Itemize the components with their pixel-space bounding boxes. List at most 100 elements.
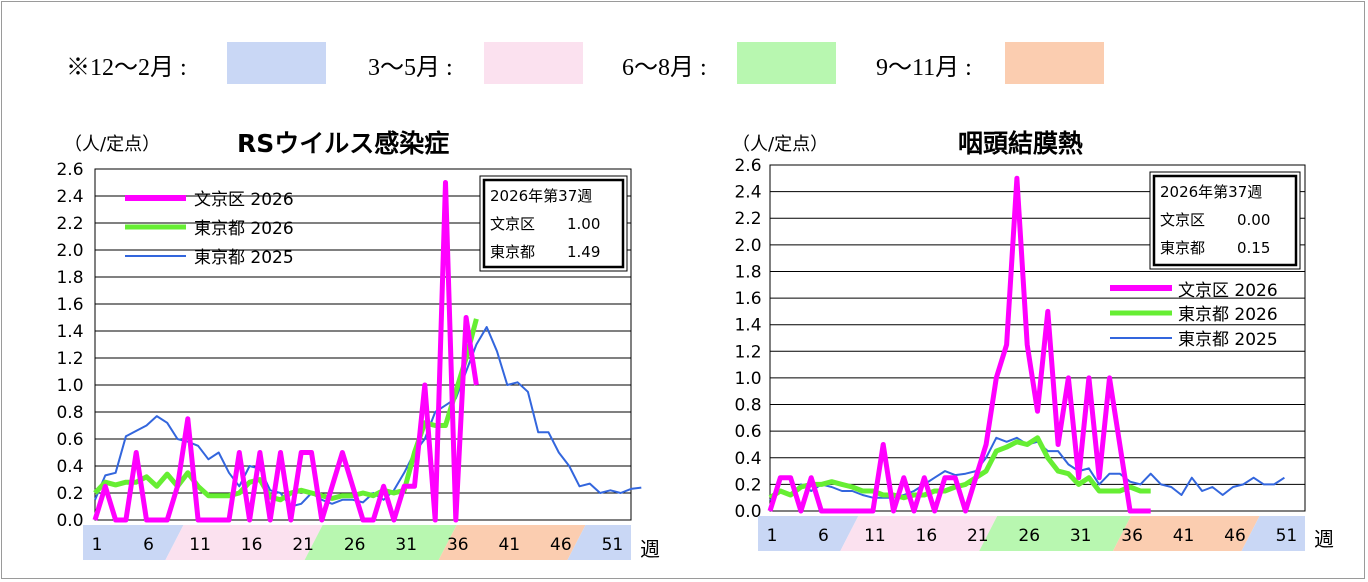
chart-pcf-legend-bunkyo-2026: 文京区 2026: [1178, 281, 1278, 301]
chart-pcf-legend-tokyo-2026: 東京都 2026: [1178, 305, 1278, 325]
chart-pharyngoconjunctival-fever: （人/定点） 咽頭結膜熱 週 0.0 0.2 0.4 0.6 0.8 1.0 1.2 1.4 1…: [732, 129, 1334, 551]
chart-pcf-x-tick: 6: [818, 526, 829, 546]
season-swatch-winter: [227, 42, 326, 84]
chart-pcf-y-tick: 0.2: [734, 475, 761, 495]
chart-rs-x-tick: 26: [344, 535, 366, 555]
season-swatch-spring: [484, 42, 583, 84]
season-label-autumn: 9～11月 :: [876, 55, 972, 81]
chart-rs-x-tick: 16: [241, 535, 263, 555]
season-swatch-summer: [737, 42, 836, 84]
chart-rs-y-tick: 1.0: [56, 376, 83, 396]
chart-rs-info-box: 2026年第37週 文京区 1.00 東京都 1.49: [479, 175, 628, 272]
chart-rs-y-tick: 1.2: [56, 349, 83, 369]
chart-pcf-y-tick: 1.6: [734, 289, 761, 309]
chart-rs-legend: 文京区 2026 東京都 2026 東京都 2025: [125, 190, 294, 268]
chart-pcf-info-box-frame: [1149, 171, 1301, 270]
chart-pcf-y-tick: 2.2: [734, 209, 761, 229]
chart-rs-x-tick: 11: [189, 535, 211, 555]
chart-rs-x-tick: 46: [550, 535, 572, 555]
chart-pcf-series-line-0: [767, 175, 1151, 514]
chart-rs-x-tick: 31: [395, 535, 417, 555]
chart-rs-virus: （人/定点） RSウイルス感染症 週 0.0 0.2 0.4 0.6 0.8 1.0 1.2…: [56, 129, 660, 561]
chart-rs-season-band-segment: [83, 525, 184, 560]
chart-pcf-info-tokyo-label: 東京都: [1160, 239, 1205, 257]
chart-pcf-x-tick: 36: [1121, 526, 1143, 546]
chart-rs-y-tick: 0.0: [56, 511, 83, 531]
chart-rs-legend-tokyo-2026: 東京都 2026: [194, 219, 294, 239]
chart-pcf-x-tick: 46: [1224, 526, 1246, 546]
chart-rs-info-box-border: [482, 178, 625, 269]
chart-rs-y-tick: 0.6: [56, 430, 83, 450]
chart-rs-week-unit: 週: [640, 537, 660, 561]
chart-rs-info-bunkyo-value: 1.00: [567, 215, 600, 233]
chart-rs-info-tokyo-value: 1.49: [567, 243, 600, 261]
chart-pcf-info-box-border: [1152, 174, 1298, 267]
chart-pcf-ylabel: （人/定点）: [732, 134, 828, 155]
chart-rs-x-tick: 51: [602, 535, 624, 555]
chart-rs-info-box-frame: [479, 175, 628, 272]
chart-rs-series-line-0: [92, 180, 479, 523]
chart-pcf-legend-tokyo-2025: 東京都 2025: [1178, 330, 1278, 350]
chart-pcf-season-band-segment: [758, 516, 859, 551]
chart-pcf-x-tick: 31: [1070, 526, 1092, 546]
chart-pcf-y-tick: 1.0: [734, 369, 761, 389]
chart-rs-y-tick: 0.8: [56, 403, 83, 423]
chart-pcf-info-box: 2026年第37週 文京区 0.00 東京都 0.15: [1149, 171, 1301, 270]
chart-rs-season-band-segment: [165, 525, 323, 560]
chart-rs-x-tick: 41: [498, 535, 520, 555]
chart-rs-legend-tokyo-2025: 東京都 2025: [194, 248, 294, 268]
chart-pcf-series-line-1: [768, 435, 1151, 501]
chart-pcf-title: 咽頭結膜熱: [958, 129, 1083, 158]
chart-rs-x-tick: 6: [143, 535, 154, 555]
chart-rs-season-band-segment: [438, 525, 586, 560]
chart-pcf-y-tick: 2.6: [734, 156, 761, 176]
chart-rs-x-tick: 1: [92, 535, 103, 555]
chart-rs-y-tick: 2.4: [56, 187, 83, 207]
chart-pcf-x-tick: 51: [1276, 526, 1298, 546]
chart-pcf-y-tick: 0.0: [734, 502, 761, 522]
chart-rs-info-bunkyo-label: 文京区: [490, 215, 535, 233]
chart-rs-y-tick: 1.6: [56, 295, 83, 315]
season-label-winter: ※12～2月 :: [66, 55, 187, 81]
season-label-spring: 3～5月 :: [368, 55, 453, 81]
chart-pcf-y-tick: 0.4: [734, 449, 761, 469]
chart-pcf-y-tick: 1.2: [734, 342, 761, 362]
chart-pcf-info-week: 2026年第37週: [1160, 183, 1262, 201]
chart-rs-ylabel: （人/定点）: [64, 134, 160, 155]
chart-rs-y-tick: 0.2: [56, 484, 83, 504]
chart-pcf-y-tick: 0.6: [734, 422, 761, 442]
chart-pcf-x-tick: 11: [864, 526, 886, 546]
chart-rs-season-band-segment: [304, 525, 457, 560]
season-label-summer: 6～8月 :: [622, 55, 707, 81]
chart-pcf-x-tick: 21: [967, 526, 989, 546]
chart-pcf-y-tick: 1.8: [734, 262, 761, 282]
chart-pcf-x-tick: 1: [767, 526, 778, 546]
chart-pcf-season-band-segment: [840, 516, 998, 551]
chart-rs-x-tick: 36: [447, 535, 469, 555]
chart-pcf-legend: 文京区 2026 東京都 2026 東京都 2025: [1110, 281, 1278, 350]
chart-rs-y-tick: 2.6: [56, 160, 83, 180]
chart-rs-plot: 0.0 0.2 0.4 0.6 0.8 1.0 1.2 1.4 1.6 1.8 2.0 2.2 2.4 2…: [56, 160, 642, 560]
chart-pcf-y-tick: 2.4: [734, 183, 761, 203]
chart-pcf-season-band-segment: [1241, 516, 1305, 551]
chart-pcf-info-tokyo-value: 0.15: [1237, 239, 1270, 257]
chart-rs-info-tokyo-label: 東京都: [490, 243, 535, 261]
chart-pcf-info-bunkyo-label: 文京区: [1160, 211, 1205, 229]
chart-pcf-week-unit: 週: [1314, 527, 1334, 551]
chart-pcf-season-band-segment: [979, 516, 1131, 551]
chart-rs-y-tick: 1.4: [56, 322, 83, 342]
season-legend: ※12～2月 : 3～5月 : 6～8月 : 9～11月 :: [66, 42, 1104, 84]
season-swatch-autumn: [1005, 42, 1104, 84]
chart-pcf-y-tick: 2.0: [734, 236, 761, 256]
chart-rs-legend-bunkyo-2026: 文京区 2026: [194, 190, 294, 210]
chart-rs-y-tick: 0.4: [56, 457, 83, 477]
chart-pcf-y-tick: 0.8: [734, 396, 761, 416]
chart-rs-season-band-segment: [567, 525, 631, 560]
chart-pcf-x-tick: 16: [916, 526, 938, 546]
chart-rs-x-tick: 21: [292, 535, 314, 555]
chart-pcf-x-tick: 41: [1173, 526, 1195, 546]
chart-rs-y-tick: 1.8: [56, 268, 83, 288]
chart-rs-y-tick: 2.0: [56, 241, 83, 261]
